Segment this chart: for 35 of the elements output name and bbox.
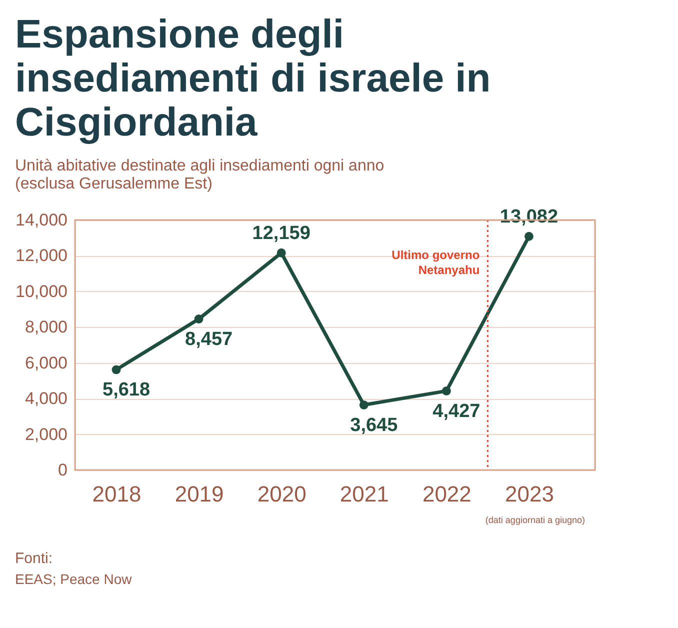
y-tick-label: 2,000 [24,424,68,444]
x-tick-label: 2019 [174,482,224,506]
y-tick-label: 14,000 [16,210,68,230]
x-tick-label: 2022 [422,482,472,506]
text: Netanyahu [418,263,480,277]
point [112,365,121,374]
point [359,400,368,410]
x-tick-label: 2023 [504,482,554,506]
text: insediamenti di israele in [15,56,491,100]
text: Ultimo governo [392,248,480,262]
data-label: 3,645 [350,414,398,436]
y-tick-label: 4,000 [24,389,68,408]
data-label: 4,427 [432,400,480,422]
text: Unità abitative destinate agli insediamenti ogni anno [15,157,384,174]
x-tick-label: 2020 [257,482,306,506]
text: EEAS; Peace Now [15,571,133,587]
point [194,314,204,324]
y-tick-label: 12,000 [16,246,68,266]
text: Espansione degli [15,12,344,56]
x-tick-label: 2021 [340,482,389,506]
y-tick-label: 6,000 [24,353,68,372]
data-label: 8,457 [185,328,233,350]
point [276,248,286,258]
text: Fonti: [15,550,53,567]
data-label: 12,159 [252,222,310,244]
text: (esclusa Gerusalemme Est) [15,175,212,192]
x-tick-label: 2018 [92,482,142,506]
point [524,232,534,241]
y-tick-label: 8,000 [24,318,68,337]
y-tick-label: 0 [58,460,68,480]
text: Cisgiordania [15,100,258,144]
point [442,386,451,396]
data-label: 5,618 [102,380,150,401]
y-tick-label: 10,000 [16,282,68,301]
text: (dati aggiornati a giugno) [485,515,585,525]
